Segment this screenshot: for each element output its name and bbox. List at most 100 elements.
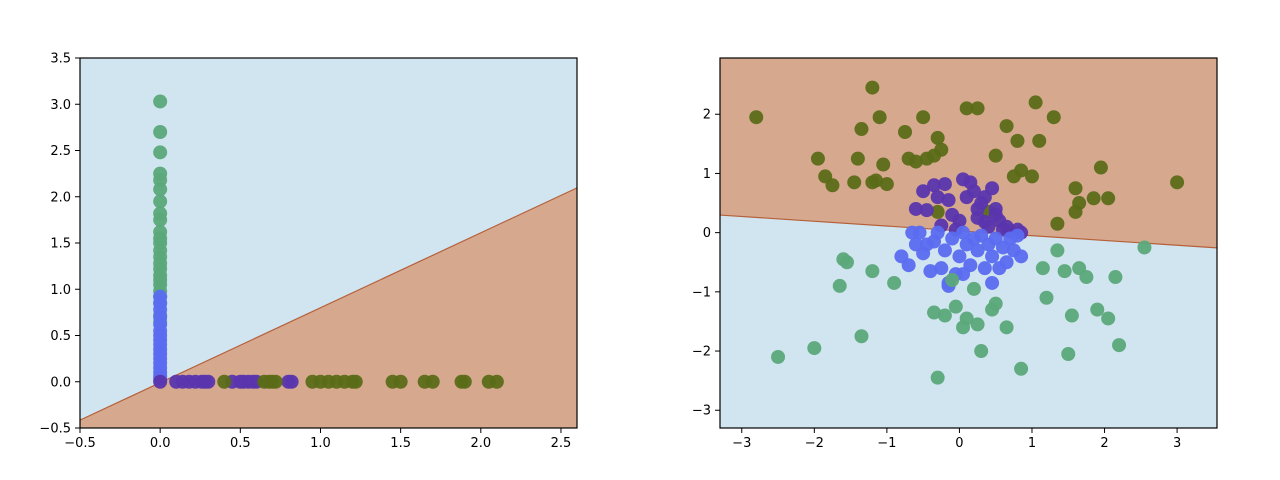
plot-area — [80, 58, 577, 428]
data-point — [970, 101, 985, 116]
y-tick-label: 3.5 — [50, 52, 71, 67]
y-tick-label: −3 — [692, 404, 711, 419]
data-point — [985, 275, 1000, 290]
data-point — [393, 374, 408, 389]
data-point — [1112, 338, 1127, 353]
data-point — [153, 145, 168, 160]
data-point — [988, 207, 1003, 222]
data-point — [970, 243, 985, 258]
data-point — [1068, 181, 1083, 196]
x-tick-label: 0.0 — [150, 436, 171, 451]
data-point — [974, 344, 989, 359]
data-point — [348, 374, 363, 389]
y-tick-label: 2 — [703, 108, 711, 123]
y-tick-label: −0.5 — [39, 422, 71, 437]
data-point — [1028, 95, 1043, 110]
data-point — [927, 178, 942, 193]
data-point — [457, 374, 472, 389]
series-3-points — [217, 374, 504, 389]
left-scatter-plot: −0.5 0.0 0.5 1.0 1.5 2.0 2.5 −0.5 0.0 0.5 1.0 1.5 2.… — [39, 52, 578, 451]
data-point — [1108, 270, 1123, 285]
data-point — [937, 243, 952, 258]
right-scatter-plot: −3 −2 −1 0 1 2 3 −3 −2 −1 0 1 2 — [692, 57, 1218, 451]
data-point — [916, 110, 931, 125]
x-tick-label: −3 — [732, 436, 751, 451]
y-tick-label: 0.5 — [50, 329, 71, 344]
data-point — [963, 175, 978, 190]
data-point — [923, 264, 938, 279]
data-point — [999, 320, 1014, 335]
data-point — [966, 281, 981, 296]
axes-frame — [719, 57, 1218, 429]
data-point — [898, 125, 913, 139]
data-point — [879, 177, 894, 192]
data-point — [810, 151, 825, 166]
x-tick-label: 1 — [1028, 436, 1036, 451]
data-point — [153, 125, 168, 139]
data-point — [937, 177, 952, 192]
data-point — [868, 173, 883, 188]
x-tick-label: 1.5 — [390, 436, 411, 451]
data-point — [1086, 191, 1101, 206]
data-point — [1039, 290, 1054, 305]
data-point — [985, 249, 1000, 264]
data-point — [934, 142, 949, 157]
data-point — [887, 275, 902, 290]
data-point — [1170, 175, 1185, 190]
data-point — [1101, 191, 1116, 206]
data-point — [941, 193, 956, 208]
data-point — [1006, 169, 1021, 184]
data-point — [1050, 216, 1065, 231]
y-tick-label: −1 — [692, 285, 711, 300]
data-point — [956, 267, 971, 282]
data-point — [1032, 133, 1047, 148]
data-point — [217, 374, 232, 389]
data-point — [970, 201, 985, 216]
data-point — [850, 151, 865, 166]
data-point — [908, 154, 923, 169]
data-point — [952, 249, 967, 264]
data-point — [1014, 361, 1029, 376]
data-point — [901, 258, 916, 273]
data-point — [153, 94, 168, 109]
series-1-points — [153, 289, 168, 386]
data-point — [945, 273, 960, 287]
x-tick-label: −1 — [877, 436, 896, 451]
data-point — [771, 349, 786, 364]
y-tick-label: 2.5 — [50, 144, 71, 159]
data-point — [916, 184, 931, 199]
y-tick-label: 3.0 — [50, 98, 71, 113]
x-tick-label: 0 — [955, 436, 963, 451]
data-point — [1137, 240, 1152, 255]
y-tick-label: 0.0 — [50, 375, 71, 390]
x-tick-label: 0.5 — [230, 436, 251, 451]
series-2-points — [894, 225, 1029, 293]
data-point — [908, 201, 923, 216]
x-tick-label: −2 — [805, 436, 824, 451]
data-point — [1046, 110, 1061, 125]
data-point — [988, 296, 1003, 311]
x-tick-label: 2.5 — [551, 436, 572, 451]
y-tick-label: 1.5 — [50, 237, 71, 252]
data-point — [948, 299, 963, 314]
series-3-points — [771, 240, 1152, 385]
data-point — [959, 311, 974, 326]
data-point — [825, 178, 840, 193]
data-point — [1079, 270, 1094, 285]
data-point — [937, 308, 952, 323]
y-tick-label: 0 — [703, 226, 711, 241]
data-point — [832, 278, 847, 293]
data-point — [930, 130, 945, 145]
data-point — [1035, 261, 1050, 276]
data-point — [749, 110, 764, 125]
data-point — [930, 370, 945, 385]
data-point — [854, 122, 869, 137]
data-point — [153, 212, 168, 227]
data-point — [1024, 169, 1039, 184]
data-point — [977, 190, 992, 205]
data-point — [284, 374, 299, 389]
data-point — [1101, 311, 1116, 326]
data-point — [999, 119, 1014, 134]
x-tick-label: −0.5 — [64, 436, 96, 451]
data-point — [876, 157, 891, 172]
